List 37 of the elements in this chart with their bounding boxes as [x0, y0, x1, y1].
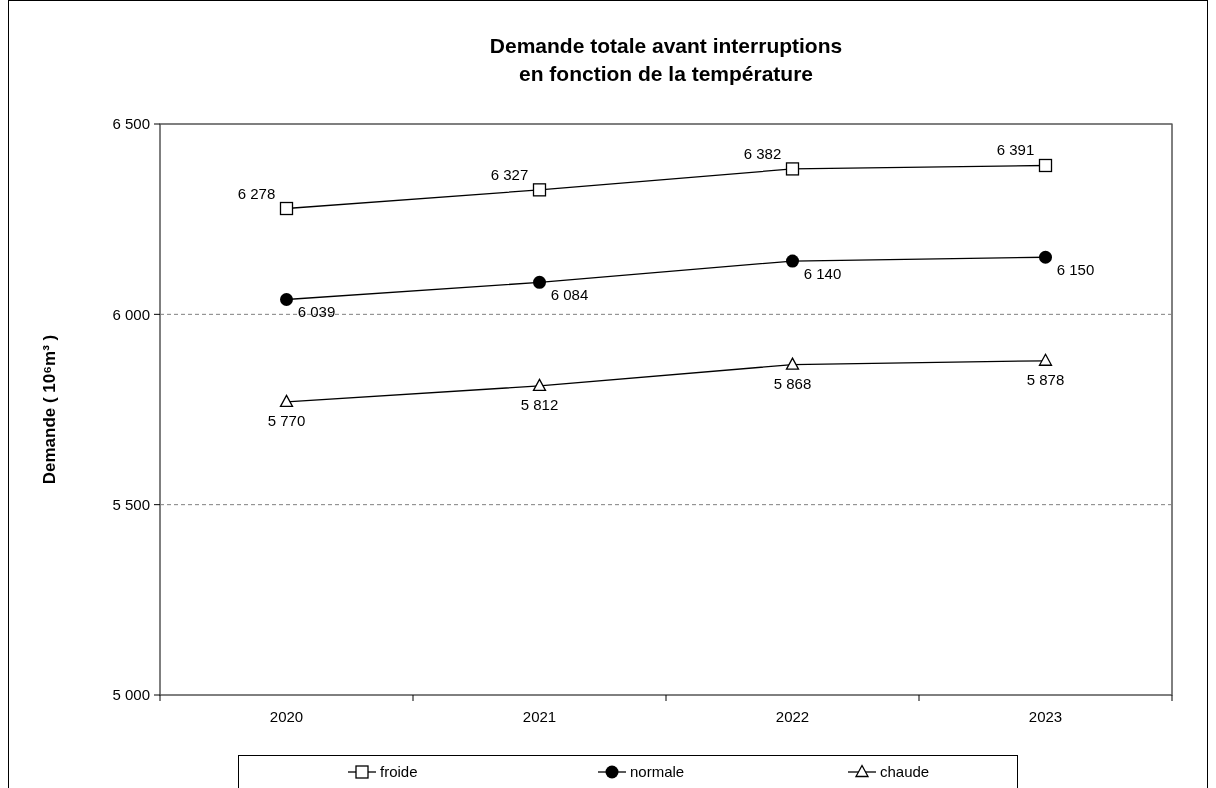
- y-axis-title: Demande ( 10⁶m³ ): [40, 334, 59, 485]
- data-label: 5 878: [1026, 370, 1065, 388]
- point: [1039, 250, 1052, 264]
- x-tick-label: 2023: [1028, 708, 1063, 725]
- data-label: 5 868: [773, 374, 812, 392]
- data-label: 6 150: [1056, 261, 1095, 279]
- point: [532, 183, 547, 197]
- point: [279, 394, 294, 408]
- point: [786, 254, 799, 268]
- data-label: 6 084: [550, 286, 589, 304]
- legend-label: chaude: [880, 763, 930, 781]
- point: [280, 292, 293, 306]
- point: [533, 275, 546, 289]
- data-label: 6 327: [490, 165, 529, 183]
- legend-label: normale: [630, 763, 685, 781]
- x-tick-label: 2022: [775, 708, 810, 725]
- data-label: 6 140: [803, 265, 842, 283]
- data-label: 6 278: [237, 184, 276, 202]
- chart-title: Demande totale avant interruptions en fonction de la température: [489, 34, 843, 85]
- point: [279, 201, 294, 216]
- y-tick-label: 6 000: [112, 305, 150, 323]
- point: [1038, 158, 1053, 173]
- data-label: 5 770: [267, 411, 306, 429]
- data-label: 6 391: [996, 141, 1035, 159]
- data-label: 6 382: [743, 144, 782, 162]
- point: [1038, 353, 1053, 366]
- y-tick-label: 5 000: [112, 686, 150, 704]
- data-label: 5 812: [520, 395, 559, 413]
- point: [785, 357, 800, 370]
- y-tick-label: 5 500: [112, 495, 150, 513]
- point: [532, 378, 547, 392]
- point: [785, 162, 800, 176]
- x-tick-label: 2021: [522, 708, 557, 725]
- y-tick-label: 6 500: [112, 115, 150, 133]
- legend-label: froide: [380, 763, 418, 781]
- data-label: 6 039: [297, 303, 336, 321]
- x-tick-label: 2020: [269, 708, 304, 725]
